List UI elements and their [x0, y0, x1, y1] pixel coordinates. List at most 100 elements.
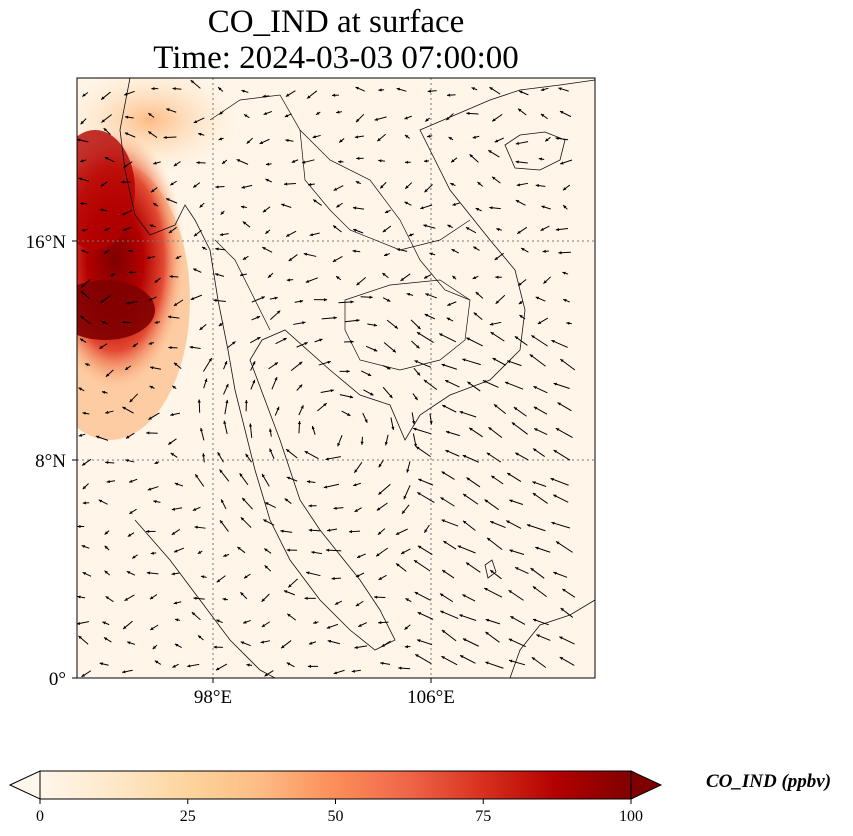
wind-vector-head	[274, 296, 278, 300]
wind-vector-head	[558, 251, 562, 255]
wind-vector-head	[378, 159, 382, 163]
wind-vectors	[77, 79, 576, 678]
wind-vector-head	[240, 641, 245, 645]
wind-vector-head	[540, 87, 545, 92]
wind-vector-head	[240, 205, 245, 209]
wind-vector-head	[560, 359, 564, 363]
wind-vector-head	[82, 572, 87, 576]
wind-vector-head	[171, 572, 175, 576]
wind-vector-head	[261, 623, 266, 628]
wind-vector-head	[488, 150, 492, 154]
wind-vector-head	[485, 631, 489, 636]
wind-vector-head	[129, 510, 133, 514]
colorbar-tick-label: 75	[475, 808, 491, 825]
wind-vector-head	[124, 92, 128, 96]
wind-vector-head	[406, 292, 411, 296]
wind-vector-head	[312, 135, 316, 139]
wind-vector-head	[280, 529, 284, 533]
colorbar-extend-min	[8, 770, 41, 800]
wind-vector-head	[218, 87, 222, 91]
wind-vector-head	[405, 185, 409, 189]
wind-vector-head	[560, 608, 564, 612]
wind-vector-head	[313, 199, 317, 203]
axis-ticks	[72, 240, 432, 683]
wind-vector-head	[98, 499, 103, 503]
wind-vector-head	[81, 284, 85, 288]
wind-vector-head	[154, 279, 159, 283]
wind-vector-head	[241, 89, 245, 93]
wind-vector-head	[193, 120, 198, 123]
wind-vector-head	[121, 320, 126, 324]
wind-vector-head	[239, 273, 244, 277]
wind-vector-head	[261, 296, 265, 300]
wind-vector	[529, 353, 546, 367]
wind-vector-head	[146, 431, 150, 435]
wind-vector-head	[400, 277, 404, 281]
wind-vector-head	[307, 95, 311, 99]
wind-vector-head	[319, 338, 323, 342]
wind-vector-head	[354, 135, 359, 139]
wind-vector-head	[338, 160, 342, 164]
wind-vector-head	[553, 494, 557, 498]
wind-vector-head	[534, 428, 538, 432]
wind-vector-head	[516, 183, 521, 187]
wind-vector-head	[276, 310, 281, 314]
wind-vector-head	[562, 187, 567, 191]
wind-vector-head	[326, 625, 331, 629]
wind-vector-head	[360, 441, 364, 445]
wind-vector-head	[373, 323, 378, 327]
wind-vector-head	[425, 293, 429, 297]
wind-vector-head	[152, 645, 157, 650]
wind-vector-head	[193, 233, 198, 237]
wind-vector-head	[125, 435, 130, 439]
wind-vector-head	[531, 657, 536, 661]
wind-vector-head	[304, 451, 309, 455]
wind-vector-head	[542, 249, 546, 253]
wind-vector-head	[507, 472, 511, 476]
wind-vector-head	[515, 160, 519, 164]
wind-vector-head	[518, 300, 523, 305]
wind-vector-head	[540, 227, 544, 231]
wind-vector-head	[197, 399, 201, 403]
wind-vector-head	[208, 357, 212, 362]
wind-vector-head	[218, 322, 223, 327]
wind-vector-head	[244, 114, 248, 118]
wind-vector-head	[445, 449, 449, 453]
wind-vector-head	[389, 394, 393, 399]
wind-vector-head	[80, 159, 84, 163]
wind-vector	[531, 334, 548, 347]
wind-vector-head	[262, 94, 266, 98]
wind-vector-head	[336, 276, 340, 280]
wind-vector-head	[473, 312, 478, 316]
wind-vector-head	[405, 598, 409, 602]
wind-vector-head	[333, 506, 337, 510]
wind-vector-head	[401, 550, 405, 554]
wind-vector-head	[187, 664, 191, 668]
wind-vector-head	[219, 111, 223, 115]
wind-vector-head	[484, 499, 489, 503]
wind-vector-head	[337, 442, 341, 447]
wind-vector-head	[490, 521, 494, 525]
wind-vector-head	[487, 537, 491, 542]
wind-vector-head	[535, 296, 540, 300]
wind-vector-head	[323, 298, 328, 302]
wind-vector-head	[268, 274, 272, 278]
gridlines	[77, 78, 595, 678]
wind-vector-head	[168, 441, 172, 445]
wind-vector-head	[364, 419, 368, 423]
wind-vector	[555, 541, 573, 553]
wind-vector-head	[417, 492, 421, 496]
wind-vector-head	[308, 504, 312, 508]
wind-vector-head	[168, 230, 173, 234]
wind-vector-head	[327, 639, 332, 643]
wind-vector-head	[513, 407, 518, 411]
wind-vector-head	[566, 321, 570, 325]
wind-vector-head	[446, 116, 450, 121]
wind-vector-head	[102, 621, 106, 625]
wind-vector-head	[377, 531, 382, 535]
wind-vector-head	[459, 411, 464, 415]
wind-vector-head	[213, 645, 217, 649]
wind-vector-head	[551, 521, 555, 525]
wind-vector-head	[414, 396, 418, 401]
wind-vector-head	[170, 182, 174, 186]
